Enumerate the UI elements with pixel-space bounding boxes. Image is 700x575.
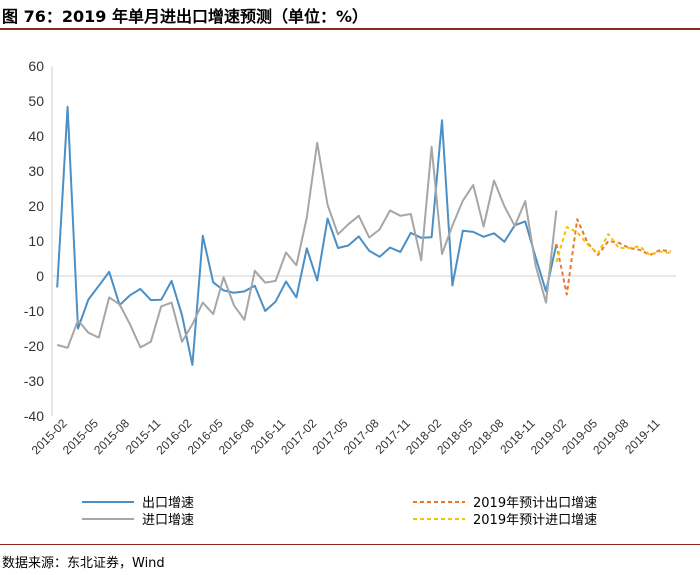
y-tick-label: 10 [28, 233, 44, 249]
x-tick-labels: 2015-022015-052015-082015-112016-022016-… [29, 416, 663, 457]
y-tick-label: -30 [24, 373, 44, 389]
footer-rule [0, 544, 700, 545]
legend-label-2: 进口增速 [142, 513, 194, 528]
figure-title: 图 76：2019 年单月进出口增速预测（单位：%） [2, 7, 368, 26]
y-tick-label: 30 [28, 163, 44, 179]
legend-label-4: 2019年预计进口增速 [473, 513, 597, 528]
title-rule [0, 28, 700, 30]
y-tick-label: 0 [36, 268, 44, 284]
series-line-2 [56, 141, 558, 349]
y-tick-label: 50 [28, 93, 44, 109]
legend-label-1: 出口增速 [142, 496, 194, 511]
y-tick-label: 20 [28, 198, 44, 214]
y-tick-label: -40 [24, 408, 44, 424]
series-line-4 [555, 226, 671, 263]
y-tick-label: -10 [24, 303, 44, 319]
series-line-3 [555, 218, 671, 296]
y-tick-label: 60 [28, 58, 44, 74]
y-tick-label: 40 [28, 128, 44, 144]
series-line-1 [56, 105, 558, 366]
legend-label-3: 2019年预计出口增速 [473, 496, 597, 511]
x-tick-label: 2019-11 [622, 416, 663, 457]
line-chart: -40 -30 -20 -10 0 10 20 30 40 50 60 2015-022015-05… [24, 58, 676, 528]
y-tick-labels: -40 -30 -20 -10 0 10 20 30 40 50 60 [24, 58, 44, 424]
series-lines [56, 105, 671, 366]
axis-layer [51, 66, 676, 416]
data-source-note: 数据来源：东北证券，Wind [2, 556, 165, 571]
y-tick-label: -20 [24, 338, 44, 354]
